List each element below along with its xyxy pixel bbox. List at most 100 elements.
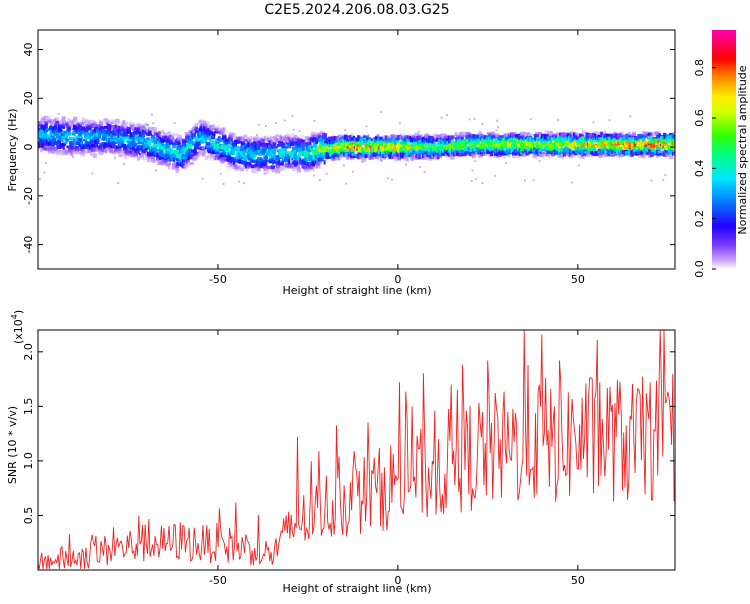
heatmap-cell <box>271 158 275 162</box>
heatmap-cell <box>538 141 542 145</box>
heatmap-cell <box>611 135 614 140</box>
heatmap-cell <box>308 142 312 145</box>
heatmap-noise-cell <box>362 134 365 137</box>
heatmap-cell <box>249 138 252 143</box>
heatmap-cell <box>92 121 97 126</box>
heatmap-cell <box>284 147 287 151</box>
heatmap-noise-cell <box>87 122 90 125</box>
heatmap-cell <box>212 155 217 158</box>
heatmap-cell <box>123 132 128 137</box>
heatmap-cell <box>69 124 72 128</box>
heatmap-cell <box>54 125 58 131</box>
heatmap-cell <box>447 142 451 148</box>
heatmap-cell <box>139 148 142 151</box>
heatmap-cell <box>105 130 110 134</box>
heatmap-cell <box>628 136 634 140</box>
heatmap-cell <box>536 144 541 149</box>
heatmap-cell <box>44 123 48 129</box>
snr-xlabel: Height of straight line (km) <box>282 582 431 595</box>
heatmap-cell <box>323 160 326 165</box>
heatmap-cell <box>89 133 94 138</box>
heatmap-cell <box>256 145 261 150</box>
heatmap-cell <box>544 139 549 143</box>
heatmap-noise-cell <box>532 179 535 182</box>
heatmap-cell <box>661 138 666 141</box>
heatmap-cell <box>623 137 628 141</box>
heatmap-noise-cell <box>283 119 286 122</box>
heatmap-noise-cell <box>380 110 383 113</box>
heatmap-cell <box>586 136 591 142</box>
heatmap-cell <box>130 150 134 155</box>
heatmap-cell <box>365 151 369 155</box>
heatmap-cell <box>272 151 277 154</box>
heatmap-cell <box>319 156 324 162</box>
heatmap-cell <box>137 121 140 126</box>
heatmap-cell <box>652 151 655 155</box>
heatmap-cell <box>144 123 149 126</box>
heatmap-cell <box>181 161 184 165</box>
heatmap-cell <box>307 161 310 166</box>
heatmap-cell <box>603 130 607 136</box>
heatmap-cell <box>350 137 355 142</box>
heatmap-cell <box>366 143 371 149</box>
heatmap-cell <box>441 151 445 156</box>
heatmap-cell <box>544 142 549 145</box>
heatmap-cell <box>471 153 476 159</box>
heatmap-cell <box>480 135 484 141</box>
heatmap-cell <box>60 132 64 137</box>
heatmap-cell <box>147 157 150 163</box>
heatmap-cell <box>570 150 575 153</box>
heatmap-cell <box>625 134 630 138</box>
heatmap-cell <box>540 141 543 145</box>
heatmap-cell <box>153 144 159 148</box>
heatmap-cell <box>498 147 502 152</box>
heatmap-cell <box>65 138 69 141</box>
heatmap-cell <box>191 142 196 146</box>
heatmap-cell <box>533 149 538 154</box>
heatmap-cell <box>146 140 150 145</box>
heatmap-cell <box>533 147 538 151</box>
heatmap-cell <box>242 150 245 155</box>
heatmap-cell <box>236 136 239 141</box>
heatmap-cell <box>314 155 319 159</box>
heatmap-cell <box>292 146 296 152</box>
heatmap-cell <box>151 153 155 157</box>
heatmap-cell <box>520 131 525 137</box>
heatmap-cell <box>405 156 409 162</box>
heatmap-cell <box>344 152 347 157</box>
heatmap-cell <box>126 144 131 149</box>
heatmap-cell <box>57 139 61 144</box>
heatmap-cell <box>74 142 77 146</box>
heatmap-cell <box>157 136 162 139</box>
heatmap-cell <box>184 147 190 151</box>
heatmap-cell <box>499 138 503 143</box>
heatmap-cell <box>322 149 327 153</box>
heatmap-noise-cell <box>387 157 390 160</box>
heatmap-cell <box>591 134 596 140</box>
heatmap-noise-cell <box>590 146 593 149</box>
heatmap-cell <box>158 149 164 154</box>
heatmap-cell <box>284 156 290 161</box>
heatmap-cell <box>587 154 591 157</box>
heatmap-cell <box>300 134 304 139</box>
heatmap-cell <box>147 130 152 136</box>
snr-frame <box>37 329 676 571</box>
heatmap-cell <box>299 151 305 154</box>
heatmap-cell <box>465 132 470 137</box>
heatmap-cell <box>642 131 646 135</box>
heatmap-cell <box>181 138 187 141</box>
heatmap-cell <box>642 145 645 149</box>
heatmap-cell <box>123 128 128 133</box>
heatmap-cell <box>443 149 449 154</box>
heatmap-cell <box>251 155 255 159</box>
heatmap-noise-cell <box>529 118 532 120</box>
heatmap-cell <box>120 136 125 139</box>
heatmap-cell <box>239 160 242 164</box>
heatmap-cell <box>566 133 572 137</box>
heatmap-cell <box>71 119 76 123</box>
heatmap-cell <box>272 136 277 140</box>
heatmap-noise-cell <box>470 133 473 135</box>
heatmap-cell <box>110 141 115 145</box>
heatmap-cell <box>450 155 455 160</box>
heatmap-cell <box>327 136 332 142</box>
